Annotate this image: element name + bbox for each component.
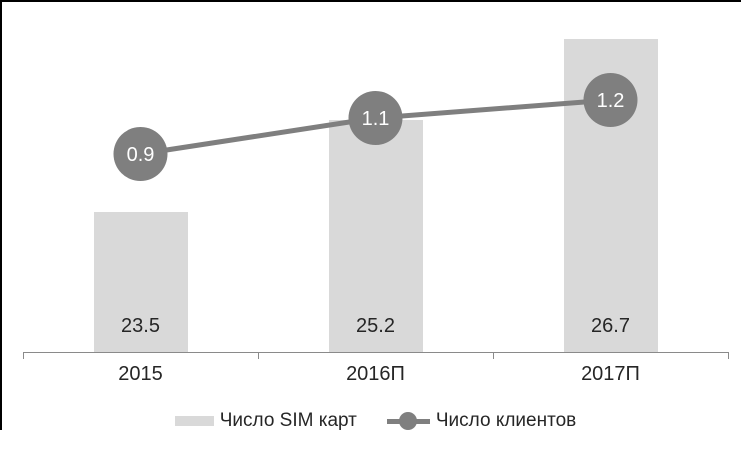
bar-value-label: 26.7 bbox=[591, 315, 630, 337]
axis-tick bbox=[728, 352, 729, 359]
axis-tick bbox=[23, 352, 24, 359]
x-axis-line bbox=[23, 352, 728, 353]
line-marker-swatch-icon bbox=[386, 412, 430, 430]
x-axis-label-2017П: 2017П bbox=[581, 363, 640, 385]
x-axis-label-2016П: 2016П bbox=[346, 363, 405, 385]
line-marker bbox=[113, 127, 168, 181]
axis-tick bbox=[493, 352, 494, 359]
bar-2016П bbox=[328, 119, 423, 352]
bar-2017П bbox=[563, 38, 658, 352]
legend-item-sim-cards: Число SIM карт bbox=[174, 410, 357, 432]
chart-border-top bbox=[0, 0, 741, 2]
bar-2015 bbox=[93, 211, 188, 352]
axis-tick bbox=[258, 352, 259, 359]
legend: Число SIM карт Число клиентов bbox=[0, 404, 751, 438]
chart-border-left bbox=[0, 0, 2, 430]
legend-label-sim-cards: Число SIM карт bbox=[219, 410, 357, 431]
bar-value-label: 25.2 bbox=[356, 315, 395, 337]
line-value-label: 0.9 bbox=[127, 144, 155, 166]
bar-swatch-icon bbox=[174, 416, 214, 426]
bar-value-label: 23.5 bbox=[121, 315, 160, 337]
legend-item-clients: Число клиентов bbox=[386, 410, 577, 432]
legend-label-clients: Число клиентов bbox=[435, 410, 577, 431]
x-axis-label-2015: 2015 bbox=[118, 363, 163, 385]
